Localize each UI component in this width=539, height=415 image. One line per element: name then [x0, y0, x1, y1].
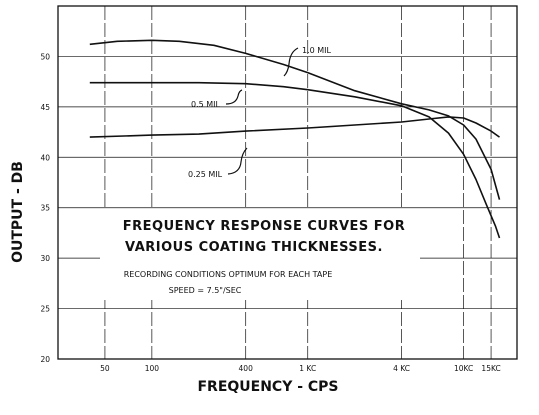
x-axis-title: FREQUENCY - CPS [197, 379, 338, 395]
annotation-line-4: SPEED = 7.5"/SEC [169, 286, 242, 295]
x-tick-label: 400 [239, 364, 254, 373]
series-label-0-5-mil: 0.5 MIL [191, 100, 221, 109]
x-tick-label: 50 [100, 364, 110, 373]
y-tick-label: 35 [40, 204, 50, 213]
series-line-1-0-mil [89, 39, 501, 200]
series-lines [89, 39, 501, 239]
grid-lines [58, 6, 517, 359]
annotation-line-3: RECORDING CONDITIONS OPTIMUM FOR EACH TA… [124, 270, 333, 279]
series-label-0-25-mil-leader [227, 147, 248, 175]
series-label-0-5-mil-leader [225, 89, 243, 105]
chart-annotation: FREQUENCY RESPONSE CURVES FOR VARIOUS CO… [100, 210, 420, 300]
annotation-line-1: FREQUENCY RESPONSE CURVES FOR [123, 219, 405, 234]
y-tick-label: 40 [40, 153, 50, 162]
x-tick-label: 100 [145, 364, 160, 373]
y-tick-label: 50 [40, 52, 50, 61]
series-label-1-0-mil-leader [283, 47, 299, 77]
x-tick-label: 15KC [481, 364, 500, 373]
series-label-1-0-mil: 1.0 MIL [302, 46, 332, 55]
y-tick-labels: 20 25 30 35 40 45 50 [40, 52, 50, 364]
series-line-0-25-mil [89, 116, 500, 138]
x-tick-labels: 50 100 400 1 KC 4 KC 10KC 15KC [100, 364, 501, 373]
y-tick-label: 45 [40, 103, 50, 112]
annotation-line-2: VARIOUS COATING THICKNESSES. [125, 240, 383, 255]
y-axis-title: OUTPUT - DB [10, 161, 26, 263]
series-label-0-25-mil: 0.25 MIL [188, 170, 223, 179]
y-tick-label: 25 [40, 305, 50, 314]
y-tick-label: 20 [40, 355, 50, 364]
series-line-0-5-mil [89, 81, 501, 239]
x-tick-label: 10KC [454, 364, 473, 373]
plot-frame [57, 5, 518, 360]
x-tick-label: 1 KC [299, 364, 316, 373]
x-tick-label: 4 KC [393, 364, 410, 373]
series-labels: 1.0 MIL 0.5 MIL 0.25 MIL [188, 46, 332, 179]
y-tick-label: 30 [40, 254, 50, 263]
